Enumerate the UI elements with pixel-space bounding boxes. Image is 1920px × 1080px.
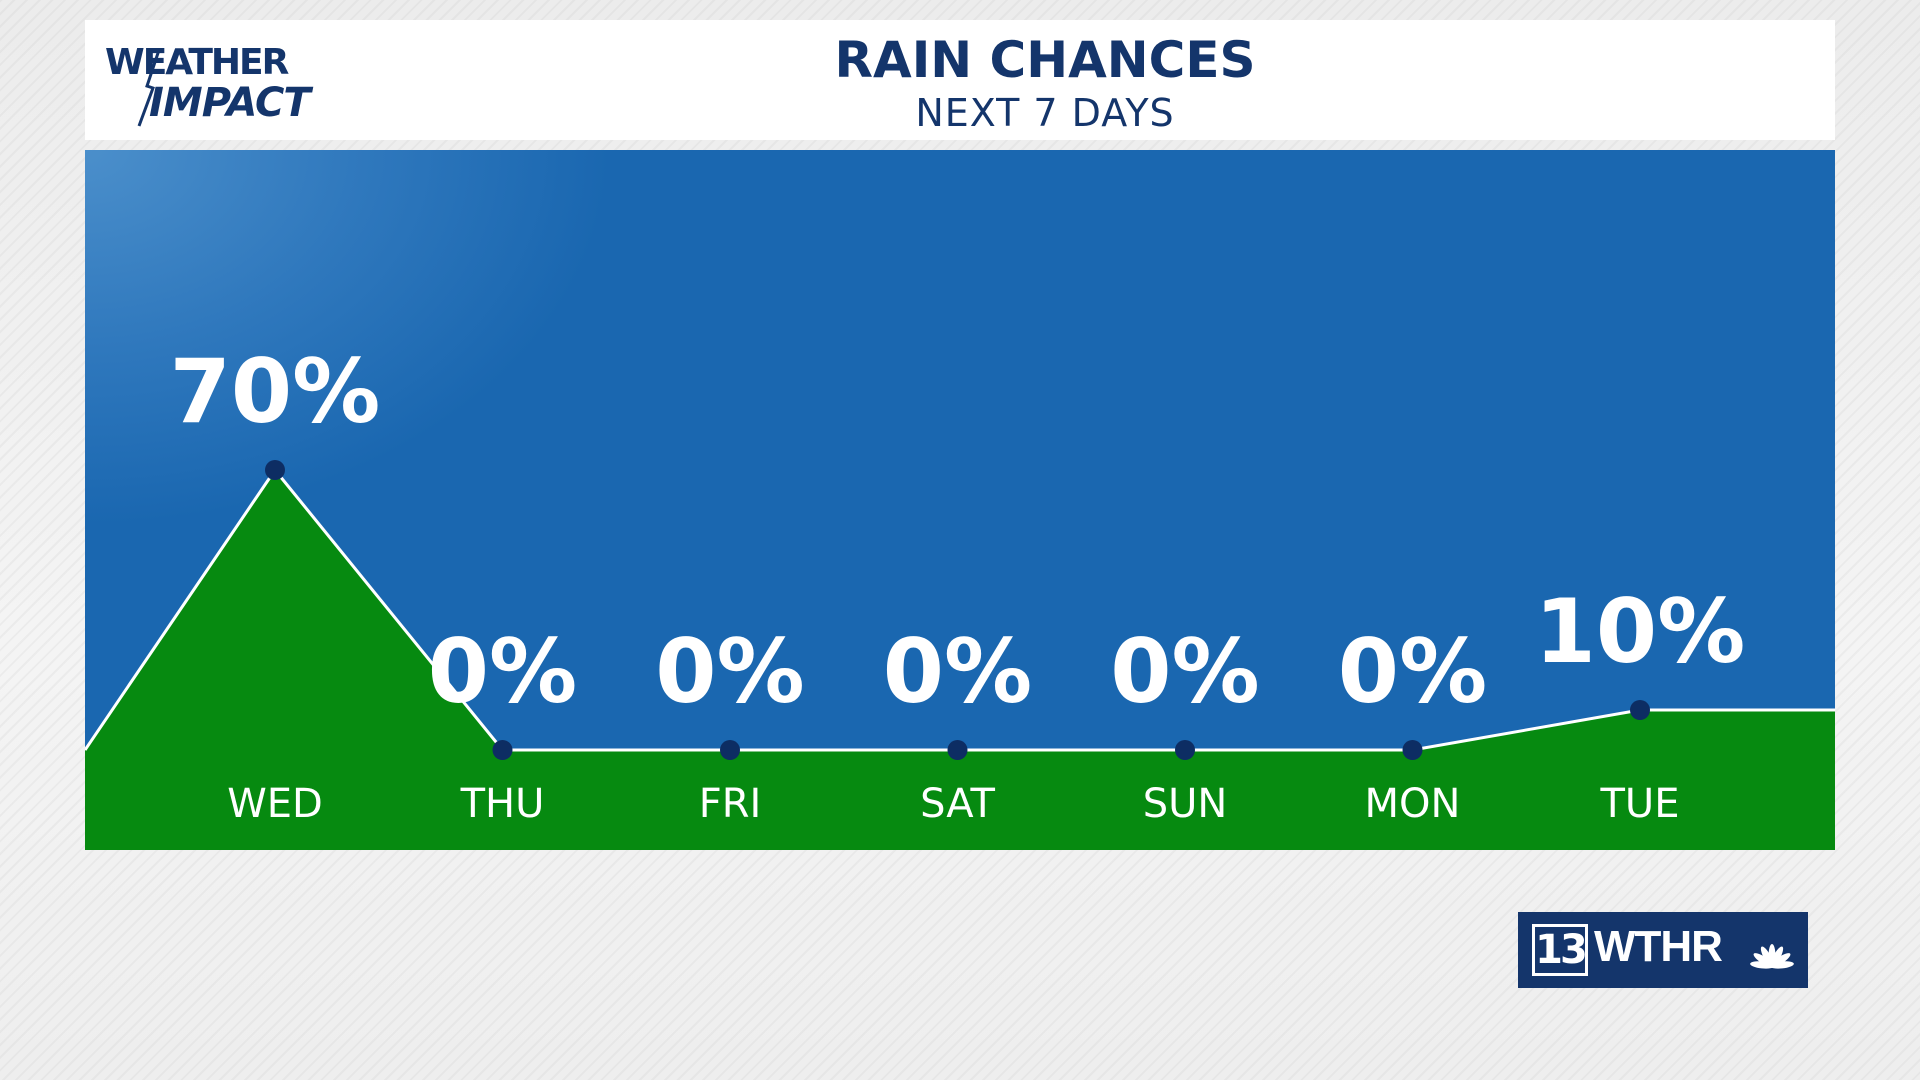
value-label-sun: 0% (1110, 620, 1259, 723)
day-label-tue: TUE (1600, 781, 1680, 827)
data-point-mon (1402, 740, 1423, 760)
value-label-tue: 10% (1535, 580, 1746, 683)
chart-canvas: 70% WED 0% THU 0% FRI 0% SAT 0% SUN 0% MON 10% TUE (85, 340, 1835, 850)
data-point-wed (265, 460, 285, 480)
day-label-thu: THU (460, 781, 545, 827)
title-block: RAIN CHANCES NEXT 7 DAYS (645, 30, 1445, 136)
rain-chance-chart: 70% WED 0% THU 0% FRI 0% SAT 0% SUN 0% MON 10% TUE (85, 150, 1835, 850)
station-logo: 13 WTHR (1518, 912, 1808, 988)
data-point-sat (947, 740, 968, 760)
logo-line-2: IMPACT (149, 80, 311, 126)
day-label-wed: WED (227, 781, 323, 827)
data-point-thu (492, 740, 513, 760)
value-label-sat: 0% (883, 620, 1032, 723)
day-label-sat: SAT (920, 781, 995, 827)
data-point-sun (1175, 740, 1195, 760)
call-letters: WTHR (1594, 922, 1723, 971)
lightning-bolt-icon (137, 49, 161, 127)
chart-subtitle: NEXT 7 DAYS (915, 91, 1175, 135)
day-label-fri: FRI (699, 781, 762, 827)
value-label-wed: 70% (170, 340, 381, 443)
rain-area (85, 470, 1835, 850)
day-label-mon: MON (1365, 781, 1461, 827)
weather-impact-logo: WEATHER IMPACT (105, 42, 345, 132)
day-label-sun: SUN (1143, 781, 1228, 827)
value-label-thu: 0% (428, 620, 577, 723)
data-point-tue (1630, 700, 1650, 720)
value-label-fri: 0% (655, 620, 804, 723)
data-point-fri (720, 740, 740, 760)
channel-number: 13 (1532, 924, 1588, 976)
logo-line-1: WEATHER (105, 42, 289, 83)
value-label-mon: 0% (1338, 620, 1487, 723)
header-bar: WEATHER IMPACT RAIN CHANCES NEXT 7 DAYS (85, 20, 1835, 140)
peacock-icon (1750, 944, 1794, 969)
chart-title: RAIN CHANCES (834, 31, 1256, 89)
